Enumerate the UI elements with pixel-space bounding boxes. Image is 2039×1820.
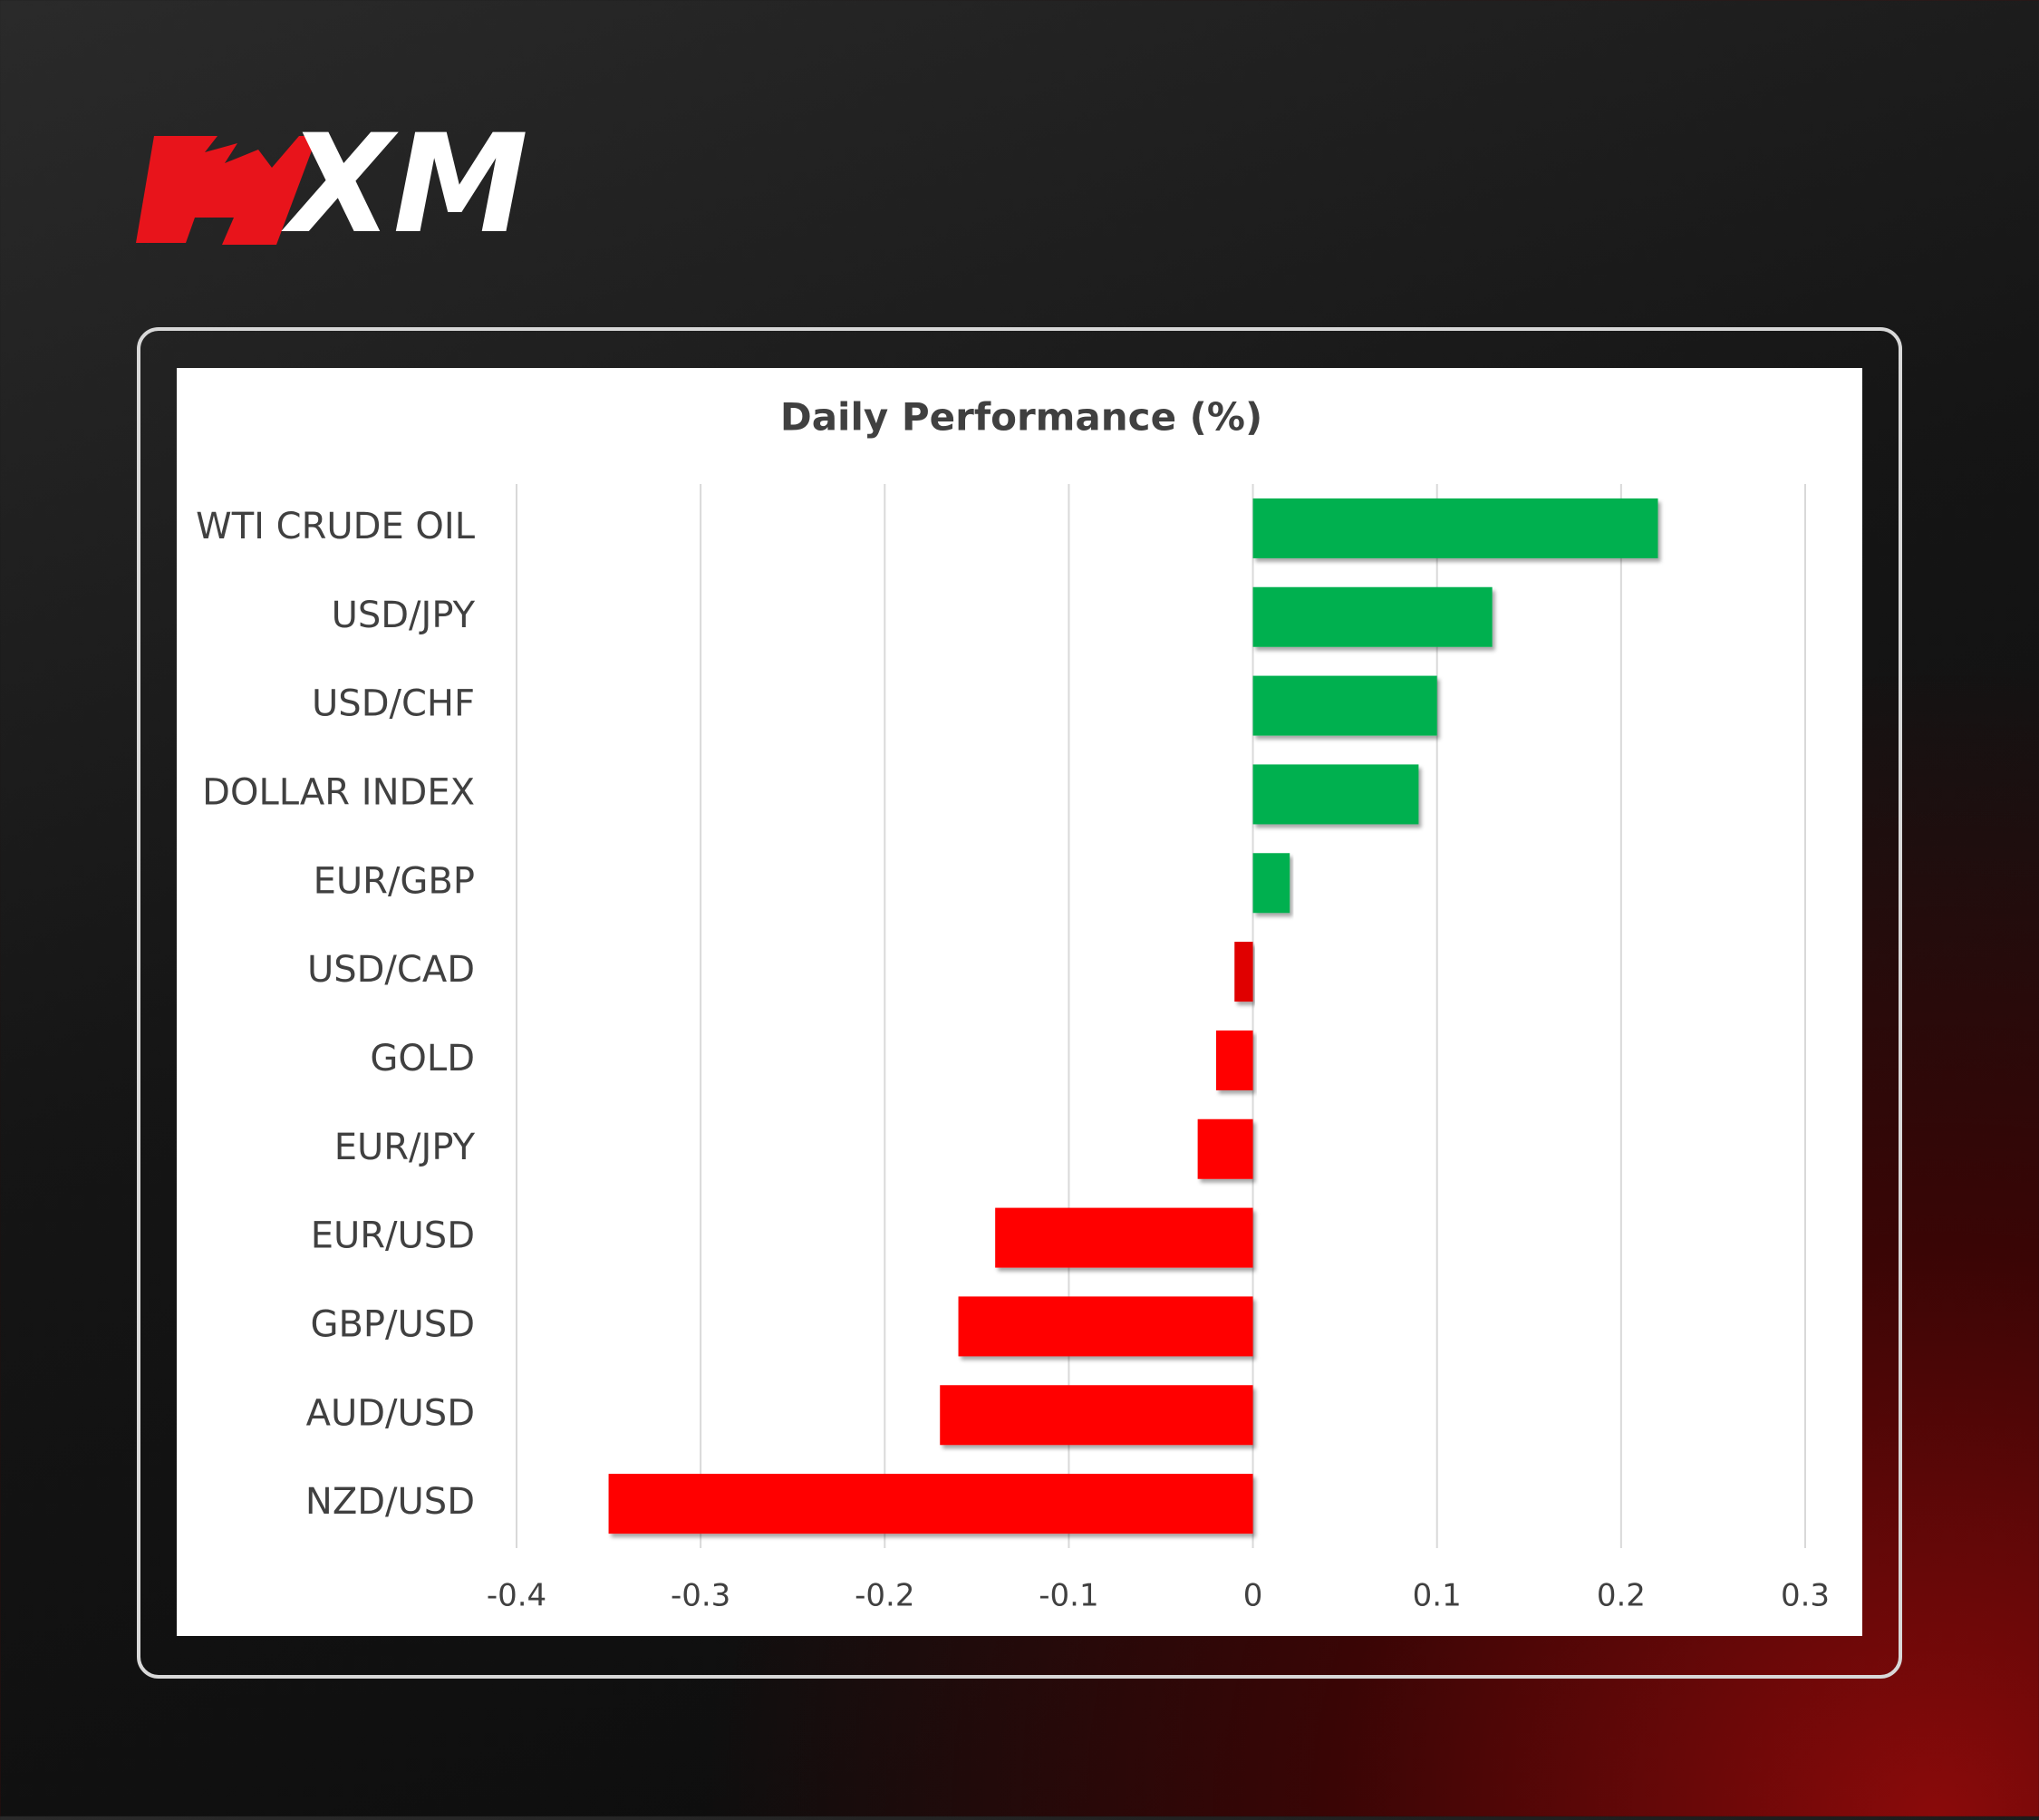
plot: -0.4 -0.3 -0.2 -0.1 0 0.1 0.2 0.3 WTI CRUDE OIL U…	[196, 484, 1830, 1614]
bar	[1252, 675, 1437, 736]
bar	[1252, 853, 1290, 914]
y-tick-label: EUR/USD	[311, 1215, 475, 1257]
bar	[995, 1207, 1253, 1268]
logo-icon	[136, 136, 317, 245]
logo: XM	[136, 106, 528, 264]
y-tick-label: EUR/GBP	[314, 860, 475, 902]
y-tick-label: USD/CHF	[312, 683, 475, 725]
x-tick-label: 0.1	[1413, 1578, 1462, 1614]
y-tick-label: EUR/JPY	[334, 1127, 476, 1168]
y-tick-label: AUD/USD	[306, 1392, 475, 1434]
chart-title: Daily Performance (%)	[780, 395, 1262, 440]
y-tick-label: GOLD	[370, 1038, 475, 1079]
y-tick-label: USD/CAD	[307, 949, 475, 991]
bar	[1215, 1030, 1253, 1090]
bar	[1252, 586, 1493, 647]
frame	[137, 327, 1902, 1679]
x-tick-label: -0.1	[1039, 1578, 1098, 1614]
y-tick-label: DOLLAR INDEX	[202, 771, 475, 813]
x-tick-label: 0	[1243, 1578, 1263, 1614]
bar	[940, 1385, 1253, 1446]
x-tick-label: 0.3	[1781, 1578, 1830, 1614]
logo-text: XM	[281, 106, 528, 264]
x-tick-label: -0.4	[487, 1578, 546, 1614]
y-tick-label: USD/JPY	[332, 595, 476, 636]
y-tick-label: NZD/USD	[305, 1481, 475, 1523]
bar	[1197, 1118, 1253, 1179]
bar	[608, 1474, 1253, 1534]
y-tick-label: GBP/USD	[310, 1303, 475, 1345]
y-tick-label: WTI CRUDE OIL	[196, 506, 476, 547]
bar	[1252, 764, 1419, 825]
x-tick-label: -0.2	[855, 1578, 914, 1614]
bar	[1252, 498, 1658, 558]
x-tick-label: -0.3	[671, 1578, 730, 1614]
bar	[1234, 942, 1253, 1002]
x-tick-label: 0.2	[1597, 1578, 1646, 1614]
bar	[958, 1296, 1253, 1357]
